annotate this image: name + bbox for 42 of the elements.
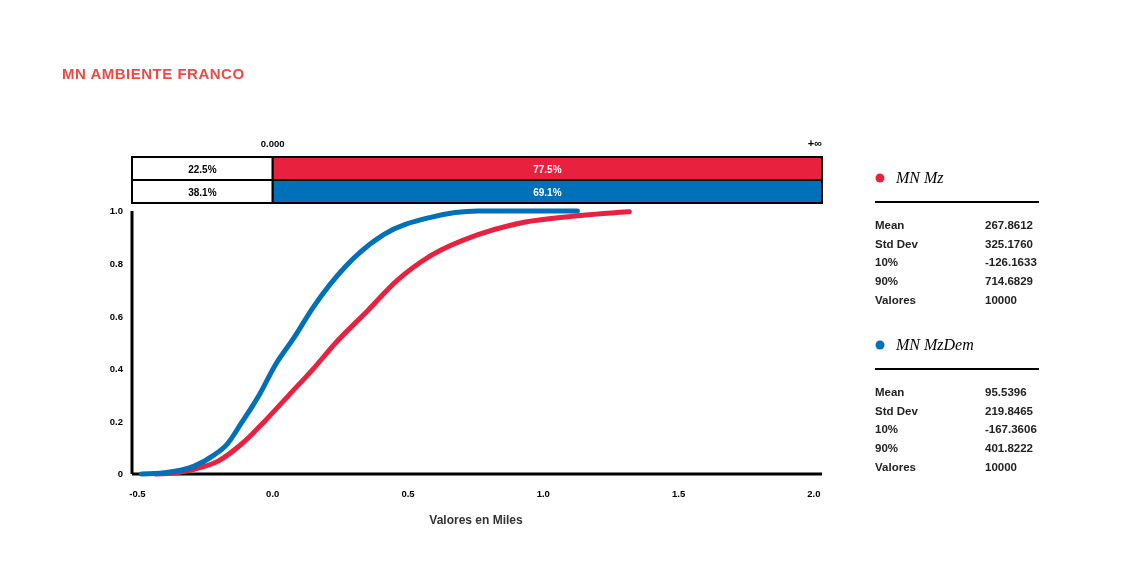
- text: 22.5%: [188, 163, 217, 175]
- x-tick-label: -0.5: [129, 488, 147, 499]
- text: Std Dev: [875, 404, 919, 417]
- y-tick-label: 0.4: [109, 363, 124, 375]
- text: Mean: [875, 219, 905, 231]
- text: 38.1%: [188, 186, 217, 198]
- x-tick-label: 0.0: [266, 488, 280, 499]
- text: -126.1633: [985, 256, 1037, 269]
- y-tick-label: 1.0: [109, 205, 123, 217]
- text: 69.1%: [533, 186, 562, 198]
- chart-title: MN AMBIENTE FRANCO: [62, 65, 245, 82]
- x-tick-label: 1.0: [536, 488, 550, 499]
- x-tick-label: 0.5: [401, 488, 416, 499]
- legend-label: MN Mz: [895, 169, 945, 186]
- text: Valores: [875, 293, 916, 306]
- text: 219.8465: [985, 404, 1034, 417]
- text: 10000: [985, 460, 1017, 473]
- text: 267.8612: [985, 219, 1033, 231]
- text: Std Dev: [875, 237, 919, 250]
- text: 714.6829: [985, 275, 1033, 288]
- legend-label: MN MzDem: [895, 336, 974, 353]
- text: Valores: [875, 460, 916, 473]
- text: 90%: [875, 442, 899, 455]
- text: 401.8222: [985, 442, 1033, 455]
- text: 10%: [875, 256, 899, 269]
- y-tick-label: 0.6: [109, 310, 123, 322]
- x-tick-label: 2.0: [807, 488, 821, 499]
- text: +∞: [807, 137, 823, 149]
- text: 325.1760: [985, 237, 1033, 250]
- text: 95.5396: [985, 386, 1027, 398]
- text: 10%: [875, 423, 899, 436]
- text: -167.3606: [985, 423, 1037, 436]
- text: Mean: [875, 386, 905, 398]
- text: 77.5%: [533, 163, 562, 175]
- x-tick-label: 1.5: [671, 488, 686, 499]
- text: 90%: [875, 275, 899, 288]
- y-tick-label: 0.2: [109, 415, 123, 427]
- text: 10000: [985, 293, 1017, 306]
- y-tick-label: 0.8: [109, 257, 123, 269]
- y-tick-label: 0: [117, 468, 123, 480]
- text: 0.000: [260, 138, 285, 149]
- x-axis-title: Valores en Miles: [429, 513, 524, 527]
